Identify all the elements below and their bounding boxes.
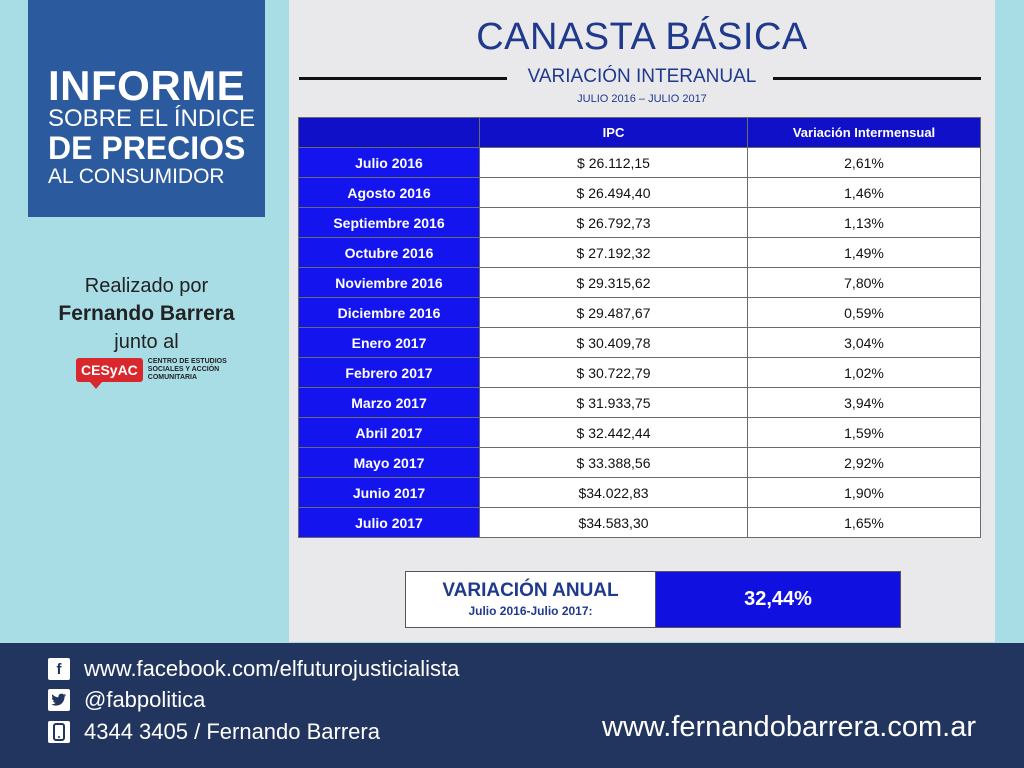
row-month: Octubre 2016: [298, 237, 480, 268]
facebook-icon: f: [48, 658, 70, 680]
row-ipc: $ 33.388,56: [479, 447, 748, 478]
page-title: CANASTA BÁSICA: [476, 16, 808, 58]
annual-variation-value: 32,44%: [656, 572, 900, 627]
row-ipc: $ 29.315,62: [479, 267, 748, 298]
column-header-ipc: IPC: [479, 117, 748, 148]
row-month: Julio 2016: [298, 147, 480, 178]
main-panel: CANASTA BÁSICA VARIACIÓN INTERANUAL JULI…: [289, 0, 995, 642]
phone-contact: 4344 3405 / Fernando Barrera: [84, 719, 380, 744]
row-month: Agosto 2016: [298, 177, 480, 208]
row-variation: 1,02%: [747, 357, 981, 388]
row-month: Febrero 2017: [298, 357, 480, 388]
row-month: Enero 2017: [298, 327, 480, 358]
report-brand-box: INFORME SOBRE EL ÍNDICE DE PRECIOS AL CO…: [28, 0, 265, 217]
row-ipc: $ 26.494,40: [479, 177, 748, 208]
divider-left: [299, 77, 507, 80]
row-variation: 2,61%: [747, 147, 981, 178]
twitter-handle[interactable]: @fabpolitica: [84, 687, 206, 712]
row-variation: 2,92%: [747, 447, 981, 478]
footer-phone-row: 4344 3405 / Fernando Barrera: [48, 719, 380, 745]
annual-variation-range: Julio 2016-Julio 2017:: [468, 604, 593, 618]
table-header-row: IPC Variación Intermensual: [298, 117, 981, 148]
table-row: Agosto 2016 $ 26.494,40 1,46%: [298, 177, 981, 208]
column-header: [298, 117, 480, 148]
annual-variation-label: VARIACIÓN ANUAL: [442, 580, 619, 601]
row-ipc: $ 31.933,75: [479, 387, 748, 418]
row-variation: 7,80%: [747, 267, 981, 298]
credits-line-1: Realizado por: [84, 275, 209, 297]
row-ipc: $ 30.722,79: [479, 357, 748, 388]
annual-variation-box: VARIACIÓN ANUAL Julio 2016-Julio 2017: 3…: [405, 571, 901, 628]
row-month: Diciembre 2016: [298, 297, 480, 328]
org-name: CENTRO DE ESTUDIOS SOCIALES Y ACCIÓN COM…: [147, 358, 227, 381]
row-ipc: $ 26.112,15: [479, 147, 748, 178]
row-ipc: $34.022,83: [479, 477, 748, 508]
brand-line-2: SOBRE EL ÍNDICE: [48, 105, 256, 132]
brand-line-3: DE PRECIOS: [48, 130, 246, 166]
table-row: Abril 2017 $ 32.442,44 1,59%: [298, 417, 981, 448]
row-ipc: $ 30.409,78: [479, 327, 748, 358]
table-row: Febrero 2017 $ 30.722,79 1,02%: [298, 357, 981, 388]
twitter-icon: [48, 689, 70, 711]
footer: f www.facebook.com/elfuturojusticialista…: [0, 643, 1024, 768]
author-name: Fernando Barrera: [58, 302, 235, 325]
phone-icon: [48, 721, 70, 743]
column-header-variation: Variación Intermensual: [747, 117, 981, 148]
page-subtitle: VARIACIÓN INTERANUAL: [527, 66, 757, 87]
table-row: Julio 2016 $ 26.112,15 2,61%: [298, 147, 981, 178]
row-variation: 1,49%: [747, 237, 981, 268]
facebook-link[interactable]: www.facebook.com/elfuturojusticialista: [84, 656, 460, 681]
row-variation: 1,90%: [747, 477, 981, 508]
table-row: Noviembre 2016 $ 29.315,62 7,80%: [298, 267, 981, 298]
org-badge: CESyAC: [76, 358, 143, 389]
table-row: Diciembre 2016 $ 29.487,67 0,59%: [298, 297, 981, 328]
row-month: Junio 2017: [298, 477, 480, 508]
footer-twitter-row: @fabpolitica: [48, 687, 205, 713]
row-month: Septiembre 2016: [298, 207, 480, 238]
table-row: Enero 2017 $ 30.409,78 3,04%: [298, 327, 981, 358]
row-month: Julio 2017: [298, 507, 480, 538]
row-variation: 0,59%: [747, 297, 981, 328]
row-ipc: $ 32.442,44: [479, 417, 748, 448]
table-row: Junio 2017 $34.022,83 1,90%: [298, 477, 981, 508]
annual-variation-label-cell: VARIACIÓN ANUAL Julio 2016-Julio 2017:: [406, 572, 656, 627]
brand-line-1: INFORME: [48, 62, 246, 109]
row-ipc: $ 26.792,73: [479, 207, 748, 238]
table-row: Octubre 2016 $ 27.192,32 1,49%: [298, 237, 981, 268]
table-row: Mayo 2017 $ 33.388,56 2,92%: [298, 447, 981, 478]
website-link[interactable]: www.fernandobarrera.com.ar: [602, 711, 976, 743]
credits-line-3: junto al: [114, 331, 179, 353]
price-table: IPC Variación Intermensual Julio 2016 $ …: [298, 117, 981, 538]
row-variation: 1,13%: [747, 207, 981, 238]
brand-line-4: AL CONSUMIDOR: [48, 165, 225, 188]
footer-facebook-row: f www.facebook.com/elfuturojusticialista: [48, 656, 459, 682]
credits: Realizado por Fernando Barrera junto al: [28, 272, 265, 356]
table-row: Marzo 2017 $ 31.933,75 3,94%: [298, 387, 981, 418]
row-month: Marzo 2017: [298, 387, 480, 418]
table-row: Septiembre 2016 $ 26.792,73 1,13%: [298, 207, 981, 238]
divider-right: [773, 77, 981, 80]
row-variation: 1,46%: [747, 177, 981, 208]
row-ipc: $ 27.192,32: [479, 237, 748, 268]
table-row: Julio 2017 $34.583,30 1,65%: [298, 507, 981, 538]
row-month: Mayo 2017: [298, 447, 480, 478]
row-variation: 1,65%: [747, 507, 981, 538]
row-ipc: $34.583,30: [479, 507, 748, 538]
row-variation: 1,59%: [747, 417, 981, 448]
period-label: JULIO 2016 – JULIO 2017: [577, 93, 707, 105]
org-logo: CESyAC CENTRO DE ESTUDIOS SOCIALES Y ACC…: [76, 358, 238, 389]
row-ipc: $ 29.487,67: [479, 297, 748, 328]
row-variation: 3,94%: [747, 387, 981, 418]
row-month: Abril 2017: [298, 417, 480, 448]
row-month: Noviembre 2016: [298, 267, 480, 298]
row-variation: 3,04%: [747, 327, 981, 358]
